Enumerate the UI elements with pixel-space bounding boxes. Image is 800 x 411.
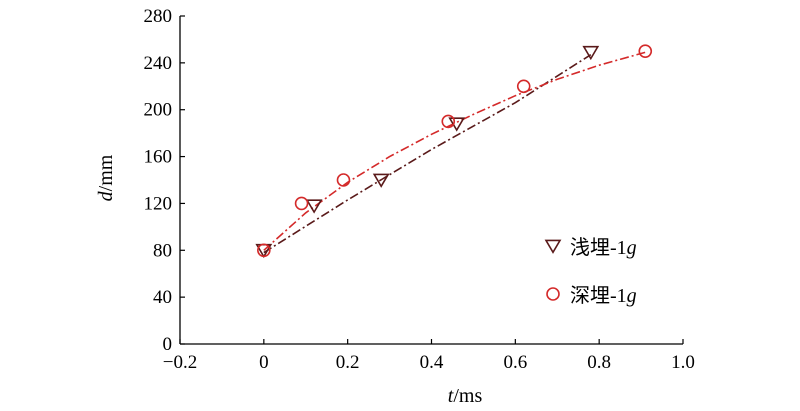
plot-area bbox=[255, 44, 653, 259]
x-tick-label: 1.0 bbox=[671, 352, 695, 373]
y-tick-label: 80 bbox=[153, 240, 172, 261]
series-2-trend-line bbox=[263, 51, 646, 251]
x-tick-label: −0.2 bbox=[163, 352, 197, 373]
y-tick-label: 200 bbox=[144, 100, 173, 121]
y-tick-label: 280 bbox=[144, 6, 173, 27]
legend-label-1: 浅埋-1g bbox=[570, 236, 637, 259]
x-tick-label: 0 bbox=[259, 352, 269, 373]
series-1-point bbox=[582, 45, 600, 61]
y-tick-label: 240 bbox=[144, 53, 173, 74]
legend-label-2: 深埋-1g bbox=[570, 284, 637, 307]
series-2-point bbox=[638, 44, 653, 58]
series-1-trend-line bbox=[263, 54, 592, 254]
x-axis-title: t/ms bbox=[448, 385, 483, 407]
x-tick-label: 0.6 bbox=[503, 352, 527, 373]
series-2-point bbox=[294, 196, 309, 211]
legend-marker-1 bbox=[544, 239, 562, 254]
y-axis-title: d/mm bbox=[95, 154, 117, 201]
series-2-point bbox=[257, 243, 271, 258]
legend-marker-2 bbox=[546, 287, 560, 301]
series-1-point bbox=[305, 199, 323, 214]
y-tick-label: 160 bbox=[144, 147, 173, 168]
series-2-point bbox=[336, 173, 351, 187]
x-tick-label: 0.2 bbox=[336, 352, 360, 373]
x-tick-label: 0.4 bbox=[420, 352, 444, 373]
series-1-point bbox=[372, 173, 390, 188]
series-2-point bbox=[441, 114, 456, 129]
legend: 浅埋-1g 深埋-1g bbox=[544, 236, 637, 307]
y-tick-label: 120 bbox=[144, 193, 173, 214]
x-tick-label: 0.8 bbox=[587, 352, 611, 373]
series-2-point bbox=[516, 79, 531, 94]
y-tick-label: 40 bbox=[153, 287, 172, 308]
y-tick-label: 0 bbox=[163, 334, 173, 355]
